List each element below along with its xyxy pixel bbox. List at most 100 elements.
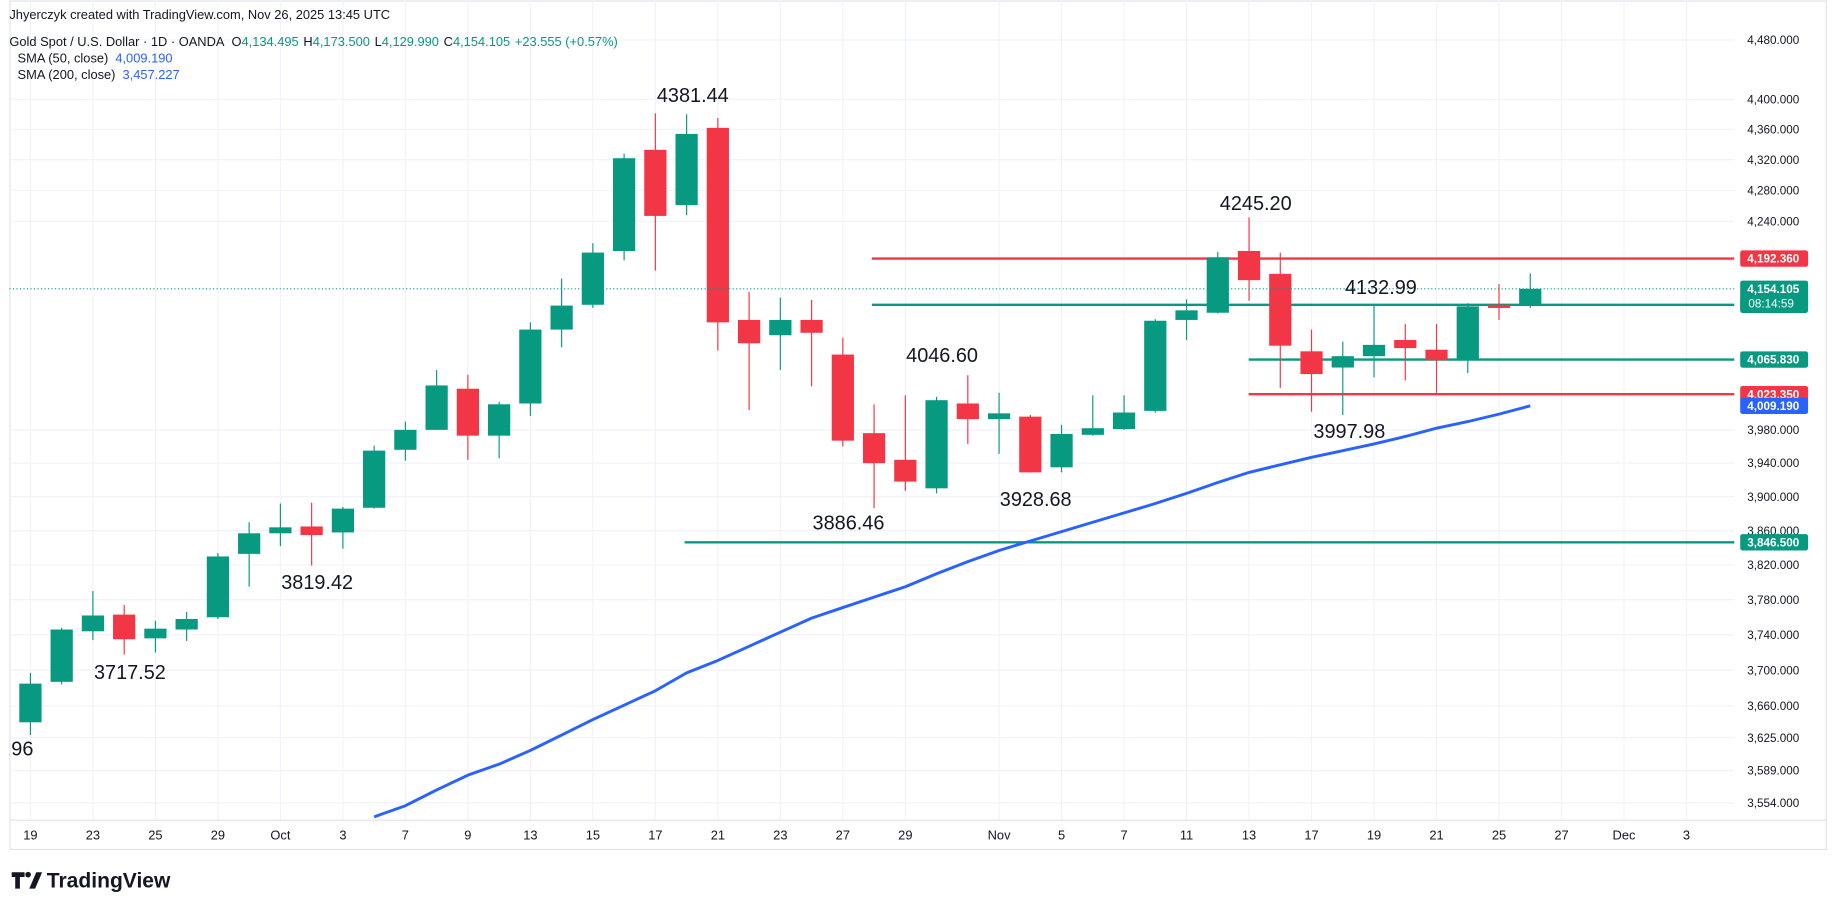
candle-body [144, 628, 167, 639]
candle-body [1050, 434, 1073, 468]
level-label: 4,065.830 [1747, 354, 1799, 367]
candle-body [1362, 344, 1386, 357]
candle-body [50, 629, 73, 682]
level-label: 3,846.500 [1747, 536, 1799, 549]
ohlc-value: 4,173.500 [313, 34, 370, 49]
x-tick-label: 13 [523, 828, 537, 843]
x-tick-label: 17 [1304, 828, 1318, 843]
candle-body [800, 319, 823, 333]
ohlc-key: L [375, 34, 382, 49]
footer-logo: TradingView [11, 870, 171, 893]
ohlc-key: H [303, 34, 312, 49]
price-axis: 4,480.000 4,400.000 4,360.000 4,320.000 4,28… [1740, 34, 1809, 810]
x-tick-label: 7 [1120, 828, 1127, 843]
candle-body [519, 329, 542, 404]
last-price-box [1740, 280, 1809, 313]
x-tick-label: 21 [711, 828, 725, 843]
candle-body [831, 354, 854, 441]
candle-body [394, 429, 417, 450]
candle-body [1112, 412, 1136, 430]
sma-box [1740, 397, 1809, 414]
candle-body [862, 433, 886, 464]
last-price-label: 4,154.105 [1747, 283, 1799, 296]
ohlc-value: 4,154.105 [453, 34, 510, 49]
x-tick-label: 23 [773, 828, 787, 843]
x-tick-label: 9 [464, 828, 471, 843]
candle-body [612, 158, 636, 252]
x-tick-label: 17 [648, 828, 662, 843]
y-tick-label: 3,900.000 [1747, 491, 1799, 504]
change: +23.555 (+0.57%) [515, 34, 618, 49]
y-tick-label: 3,780.000 [1747, 594, 1799, 607]
x-tick-label: 19 [23, 828, 37, 843]
y-tick-label: 4,360.000 [1747, 123, 1799, 136]
candle-body [363, 450, 386, 508]
x-tick-label: 21 [1429, 828, 1443, 843]
x-tick-label: 29 [898, 828, 912, 843]
candle-body [1425, 349, 1448, 361]
indicator-value: 4,009.190 [115, 50, 172, 65]
indicator-legend: SMA (50, close) 4,009.190 [18, 50, 173, 65]
symbol-title: Gold Spot / U.S. Dollar · 1D · OANDA [9, 34, 225, 49]
price-annotation: 3928.68 [1000, 489, 1072, 511]
y-tick-label: 4,320.000 [1747, 154, 1799, 167]
y-tick-label: 3,660.000 [1747, 700, 1799, 713]
y-tick-label: 3,700.000 [1747, 664, 1799, 677]
candle-body [550, 305, 573, 330]
indicator-name: SMA (50, close) [18, 50, 109, 65]
candle-body [894, 459, 917, 482]
y-tick-label: 3,589.000 [1747, 765, 1799, 778]
candle-body [1394, 340, 1417, 349]
price-annotation: 3717.52 [94, 662, 166, 684]
candle-body [1144, 320, 1167, 411]
x-tick-label: 3 [339, 828, 346, 843]
level-box [1740, 351, 1809, 368]
y-tick-label: 3,940.000 [1747, 457, 1799, 470]
countdown: 08:14:59 [1748, 298, 1793, 311]
candle-body [1300, 351, 1323, 375]
candle-body [644, 149, 667, 216]
chart-frame [9, 0, 1827, 851]
brand: TradingView [47, 870, 171, 893]
candle-body [769, 319, 792, 336]
price-annotation: 7.96 [0, 738, 33, 760]
price-annotation: 3819.42 [281, 572, 353, 594]
candle-body [175, 618, 198, 630]
symbol-legend: Gold Spot / U.S. Dollar · 1D · OANDA O4,1… [9, 34, 617, 49]
y-tick-label: 3,554.000 [1747, 797, 1799, 810]
x-tick-label: 27 [836, 828, 850, 843]
level-box [1740, 250, 1809, 267]
x-tick-label: 11 [1180, 828, 1193, 843]
indicator-value: 3,457.227 [122, 67, 179, 82]
logo-dot [25, 871, 31, 878]
sma-label: 4,009.190 [1747, 400, 1799, 413]
legend: Jhyerczyk created with TradingView.com, … [9, 7, 617, 82]
x-tick-label: 27 [1554, 828, 1568, 843]
ohlc-value: 4,129.990 [382, 34, 439, 49]
candle-body [1331, 356, 1354, 368]
logo-icon [11, 872, 43, 889]
x-tick-label: 7 [402, 828, 409, 843]
price-annotation: 4245.20 [1220, 193, 1292, 215]
candle-body [1487, 304, 1511, 308]
candle-body [1175, 310, 1198, 320]
price-annotation: 4132.99 [1345, 277, 1417, 299]
candle-body [1019, 416, 1042, 473]
candle-body [300, 526, 323, 536]
candle-body [425, 385, 448, 430]
candle-body [1081, 428, 1104, 435]
candle-body [581, 252, 604, 305]
sma-line [373, 404, 1531, 819]
candle-body [488, 404, 511, 436]
x-tick-label: 3 [1683, 828, 1690, 843]
x-tick-label: 25 [1492, 828, 1506, 843]
y-tick-label: 3,625.000 [1747, 732, 1799, 745]
candle-body [19, 683, 42, 723]
candle-body [675, 133, 698, 206]
x-tick-label: 29 [211, 828, 225, 843]
candle-body [1206, 257, 1229, 313]
y-tick-label: 4,240.000 [1747, 215, 1799, 228]
indicator-name: SMA (200, close) [18, 67, 116, 82]
